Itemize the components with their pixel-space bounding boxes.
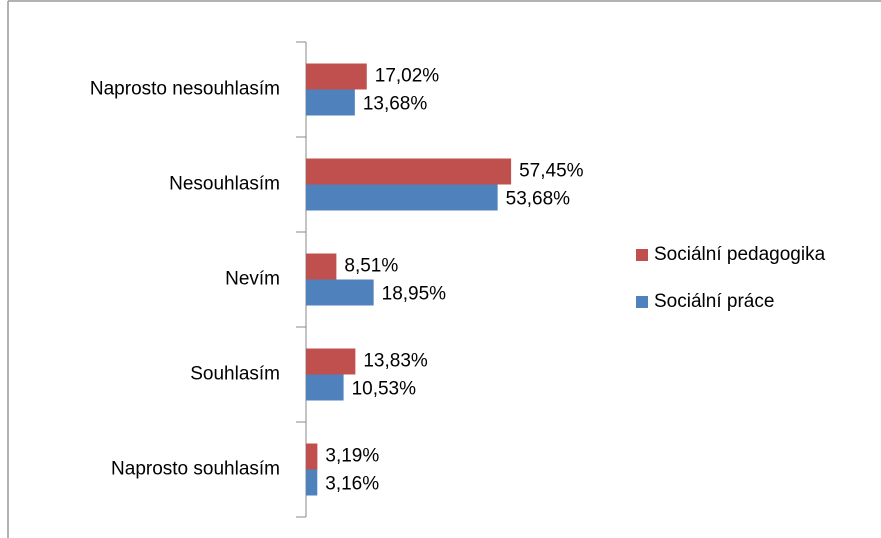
- bar: [306, 89, 355, 116]
- bar: [306, 374, 344, 401]
- category-label: Nevím: [225, 269, 280, 290]
- category-label: Naprosto nesouhlasím: [90, 79, 280, 100]
- value-label: 3,16%: [325, 474, 379, 495]
- value-label: 57,45%: [519, 161, 584, 182]
- value-label: 18,95%: [382, 284, 447, 305]
- bar: [306, 158, 512, 185]
- bar: [306, 348, 356, 375]
- legend-swatch: [636, 296, 648, 308]
- legend-label: Sociální pedagogika: [654, 244, 826, 265]
- value-label: 17,02%: [375, 66, 440, 87]
- bar: [306, 184, 498, 211]
- value-label: 3,19%: [325, 446, 379, 467]
- bar: [306, 253, 337, 280]
- bar: [306, 469, 318, 496]
- value-label: 13,68%: [363, 94, 428, 115]
- value-label: 10,53%: [352, 379, 417, 400]
- bar: [306, 63, 367, 90]
- category-label: Souhlasím: [190, 364, 280, 385]
- value-label: 8,51%: [344, 256, 398, 277]
- bar: [306, 279, 374, 306]
- category-label: Nesouhlasím: [169, 174, 280, 195]
- legend-label: Sociální práce: [654, 291, 774, 312]
- category-label: Naprosto souhlasím: [111, 459, 280, 480]
- value-label: 13,83%: [363, 351, 428, 372]
- bar: [306, 443, 318, 470]
- value-label: 53,68%: [506, 189, 571, 210]
- legend-swatch: [636, 249, 648, 261]
